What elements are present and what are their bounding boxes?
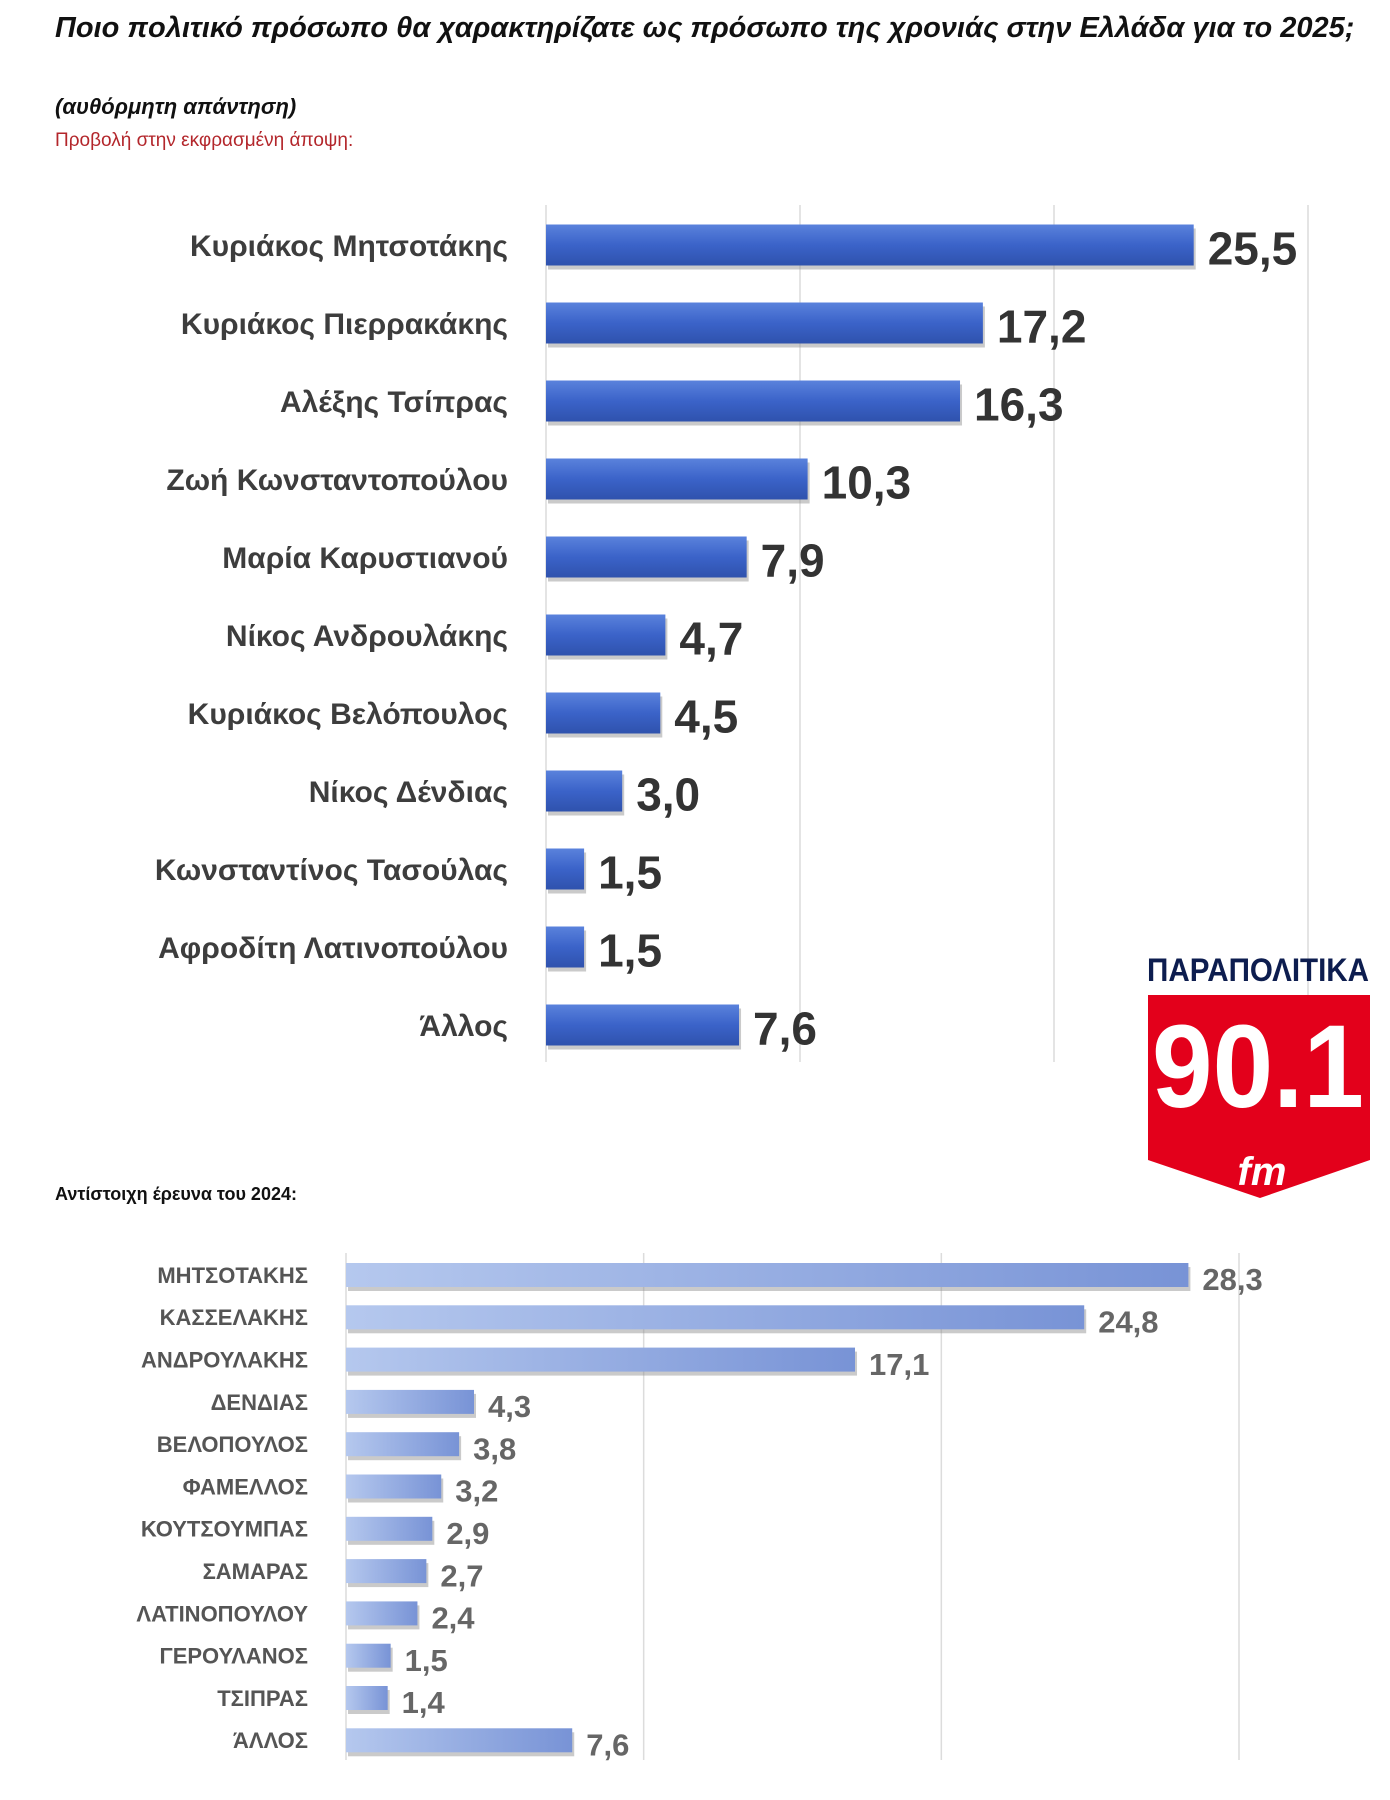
category-label: Νίκος Ανδρουλάκης (226, 620, 508, 653)
category-label: ΓΕΡΟΥΛΑΝΟΣ (159, 1644, 308, 1669)
chart-note: Προβολή στην εκφρασμένη άποψη: (55, 130, 354, 151)
bar (546, 848, 585, 890)
category-label: ΚΟΥΤΣΟΥΜΠΑΣ (141, 1517, 308, 1542)
bar (546, 224, 1194, 266)
bar-shadow (348, 1647, 393, 1672)
bar (346, 1389, 474, 1414)
category-label: Νίκος Δένδιας (309, 776, 508, 809)
data-label: 7,6 (586, 1727, 629, 1762)
bar (546, 1004, 740, 1046)
category-label: Μαρία Καρυστιανού (222, 542, 508, 575)
data-label: 28,3 (1202, 1262, 1262, 1297)
category-label: Κυριάκος Μητσοτάκης (190, 230, 508, 263)
category-label: Κυριάκος Βελόπουλος (188, 698, 508, 731)
category-label: Άλλος (419, 1010, 508, 1043)
bar (346, 1601, 418, 1626)
bar (346, 1686, 388, 1710)
bar (546, 926, 585, 968)
data-label: 3,2 (455, 1474, 498, 1509)
data-label: 1,5 (598, 925, 662, 977)
bar (346, 1305, 1085, 1330)
data-label: 2,4 (431, 1601, 475, 1636)
category-label: ΤΣΙΠΡΑΣ (217, 1686, 308, 1711)
data-label: 24,8 (1098, 1304, 1158, 1339)
data-label: 16,3 (974, 379, 1064, 431)
category-label: Αλέξης Τσίπρας (280, 386, 508, 419)
bar-shadow (348, 1393, 476, 1418)
logo-number: 90.1 (1152, 1001, 1364, 1133)
category-label: ΆΛΛΟΣ (233, 1728, 308, 1753)
bar (346, 1516, 433, 1541)
bar (346, 1474, 442, 1499)
logo-unit: fm (1238, 1150, 1287, 1194)
category-label: Αφροδίτη Λατινοπούλου (158, 932, 508, 965)
bar-shadow (348, 1309, 1087, 1334)
data-label: 3,0 (636, 769, 700, 821)
bar-shadow (348, 1351, 858, 1376)
chart-title: Ποιο πολιτικό πρόσωπο θα χαρακτηρίζατε ω… (55, 12, 1355, 44)
category-label: ΑΝΔΡΟΥΛΑΚΗΣ (141, 1348, 308, 1373)
data-label: 17,1 (869, 1347, 929, 1382)
data-label: 2,9 (446, 1516, 489, 1551)
data-label: 4,5 (674, 691, 738, 743)
bar (546, 536, 747, 578)
data-label: 7,6 (753, 1003, 817, 1055)
data-label: 10,3 (822, 457, 912, 509)
data-label: 1,5 (405, 1643, 448, 1678)
category-label: ΣΑΜΑΡΑΣ (203, 1559, 308, 1584)
data-label: 7,9 (761, 535, 825, 587)
bar (346, 1263, 1189, 1287)
bar-shadow (348, 1732, 575, 1757)
data-label: 3,8 (473, 1431, 516, 1466)
bar-shadow (348, 1478, 444, 1503)
bar (346, 1559, 427, 1584)
bar (346, 1643, 391, 1668)
category-label: ΦΑΜΕΛΛΟΣ (183, 1474, 308, 1499)
category-label: Κυριάκος Πιερρακάκης (181, 308, 508, 341)
category-label: ΔΕΝΔΙΑΣ (211, 1390, 308, 1415)
data-label: 1,5 (598, 847, 662, 899)
data-label: 4,3 (488, 1389, 531, 1424)
bar (546, 770, 623, 812)
bar (346, 1432, 460, 1457)
parapolitika-logo: ΠΑΡΑΠΟΛΙΤΙΚΑ 90.1 fm (1147, 952, 1370, 1198)
bar (546, 692, 661, 734)
data-label: 2,7 (440, 1558, 483, 1593)
section-2024-title: Αντίστοιχη έρευνα του 2024: (55, 1184, 297, 1204)
bar (346, 1347, 856, 1372)
data-label: 4,7 (679, 613, 743, 665)
category-label: ΒΕΛΟΠΟΥΛΟΣ (157, 1432, 308, 1457)
chart-2025: Κυριάκος Μητσοτάκης 25,5 Κυριάκος Πιερρακά… (155, 205, 1309, 1062)
logo-top-text: ΠΑΡΑΠΟΛΙΤΙΚΑ (1147, 952, 1369, 988)
category-label: Ζωή Κωνσταντοπούλου (166, 464, 508, 497)
data-label: 1,4 (402, 1685, 446, 1720)
chart-subtitle: (αυθόρμητη απάντηση) (55, 94, 297, 119)
data-label: 17,2 (997, 301, 1087, 353)
category-label: ΛΑΤΙΝΟΠΟΥΛΟΥ (136, 1601, 308, 1626)
category-label: ΜΗΤΣΟΤΑΚΗΣ (157, 1263, 308, 1288)
bar-shadow (348, 1436, 462, 1461)
bar (546, 302, 983, 344)
data-label: 25,5 (1208, 223, 1298, 275)
category-label: ΚΑΣΣΕΛΑΚΗΣ (160, 1305, 308, 1330)
bar-shadow (348, 1520, 435, 1545)
bar (546, 380, 961, 422)
bar (546, 614, 666, 656)
bar (546, 458, 808, 500)
bar-shadow (348, 1605, 420, 1630)
bar (346, 1728, 573, 1753)
bar-shadow (348, 1690, 390, 1714)
logo-shield (1148, 995, 1370, 1198)
bar-shadow (348, 1267, 1191, 1291)
category-label: Κωνσταντίνος Τασούλας (155, 854, 508, 887)
bar-shadow (348, 1563, 429, 1588)
